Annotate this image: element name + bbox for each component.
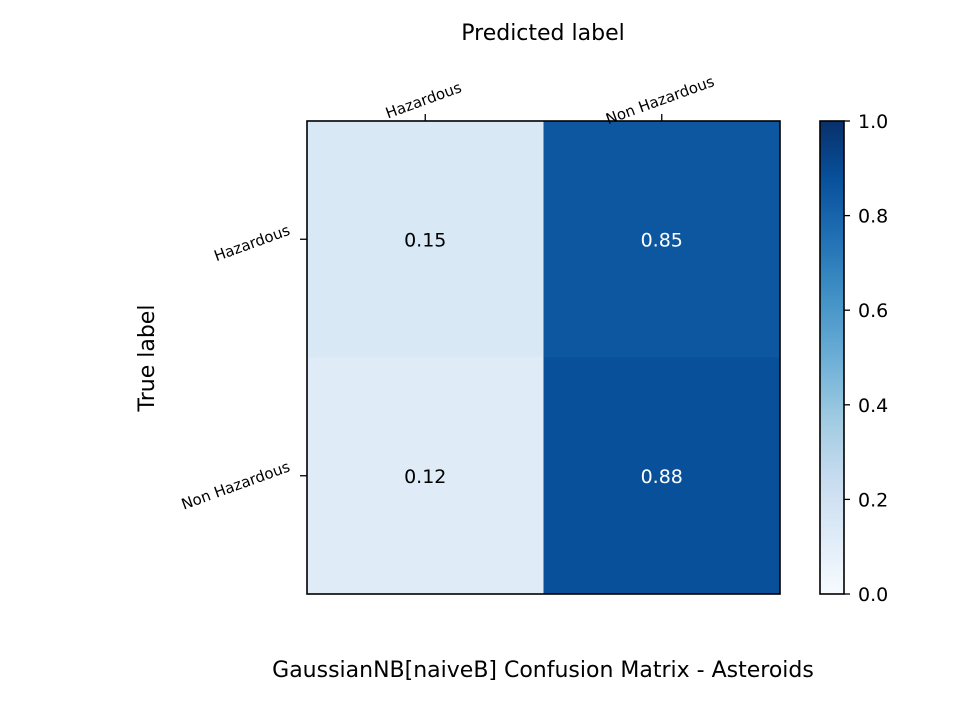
x-tick-label-1: Non Hazardous	[603, 72, 717, 128]
y-axis-ticks: Hazardous Non Hazardous	[179, 221, 307, 514]
plot-frame	[306, 120, 781, 595]
y-tick-label-0: Hazardous	[212, 221, 293, 265]
cell-value-label-r0-c0: 0.15	[404, 229, 446, 251]
colorbar-tick-label-3: 0.6	[858, 300, 888, 322]
y-axis-title: True label	[135, 305, 160, 413]
x-axis-ticks: Hazardous Non Hazardous	[383, 72, 717, 128]
colorbar-tick-label-4: 0.8	[858, 206, 888, 228]
cell-value-label-r0-c1: 0.85	[641, 229, 683, 251]
colorbar-tick-label-0: 0.0	[858, 584, 888, 606]
heatmap-cell-r0-c0	[307, 121, 544, 358]
colorbar-ticks: 0.0 0.2 0.4 0.6 0.8 1.0	[844, 111, 888, 606]
colorbar-tick-label-5: 1.0	[858, 111, 888, 133]
heatmap-cells	[307, 121, 780, 594]
heatmap-cell-r0-c1	[543, 121, 780, 358]
y-tick-label-1: Non Hazardous	[179, 458, 293, 514]
cell-value-label-r1-c1: 0.88	[641, 466, 683, 488]
x-tick-label-0: Hazardous	[383, 78, 464, 122]
colorbar-tick-label-2: 0.4	[858, 395, 888, 417]
colorbar-gradient	[820, 121, 844, 594]
chart-title: GaussianNB[naiveB] Confusion Matrix - As…	[272, 658, 814, 683]
colorbar: 0.0 0.2 0.4 0.6 0.8 1.0	[819, 111, 888, 606]
cell-value-label-r1-c0: 0.12	[404, 466, 446, 488]
heatmap-cell-r1-c1	[543, 357, 780, 594]
colorbar-frame	[819, 120, 845, 595]
colorbar-tick-label-1: 0.2	[858, 489, 888, 511]
heatmap-cell-labels: 0.15 0.85 0.12 0.88	[404, 229, 683, 488]
x-axis-title: Predicted label	[461, 21, 624, 46]
heatmap-cell-r1-c0	[307, 357, 544, 594]
